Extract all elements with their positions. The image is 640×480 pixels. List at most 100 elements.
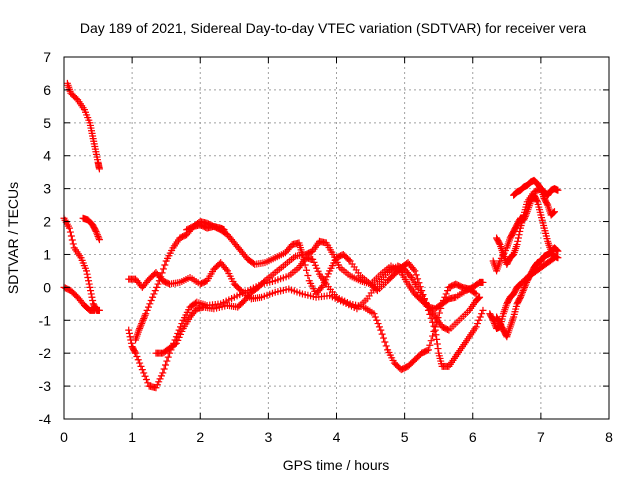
x-tick-label: 8 [605, 429, 613, 445]
data-point [519, 287, 527, 295]
data-point [516, 295, 524, 303]
data-point [382, 342, 390, 350]
data-point [550, 208, 558, 216]
data-point [515, 231, 523, 239]
data-point [377, 326, 385, 334]
data-point [409, 265, 417, 273]
data-point [152, 384, 160, 392]
data-point [433, 340, 441, 348]
data-point [432, 331, 440, 339]
data-point [444, 325, 452, 333]
data-point [95, 236, 103, 244]
data-point [141, 372, 149, 380]
y-tick-label: 6 [43, 82, 51, 98]
data-point [518, 290, 526, 298]
data-point [140, 369, 148, 377]
data-point [516, 293, 524, 301]
series-track-13 [510, 176, 562, 199]
data-point [345, 256, 353, 264]
data-point [474, 295, 482, 303]
y-tick-label: 3 [43, 181, 51, 197]
data-point [132, 349, 140, 357]
data-point [521, 282, 529, 290]
chart-title: Day 189 of 2021, Sidereal Day-to-day VTE… [80, 20, 586, 36]
data-point [94, 232, 102, 240]
data-point [426, 310, 434, 318]
data-point [418, 287, 426, 295]
data-point [553, 247, 561, 255]
data-point [84, 273, 92, 281]
data-point [144, 303, 152, 311]
data-point [89, 297, 97, 305]
data-point [520, 285, 528, 293]
series-track-8 [152, 237, 487, 370]
data-point [87, 290, 95, 298]
data-point [91, 306, 99, 314]
data-point [136, 325, 144, 332]
data-point [430, 322, 438, 330]
data-point [140, 315, 148, 323]
y-tick-labels: -4 -3 -2 -1 0 1 2 3 4 5 6 7 [39, 49, 52, 427]
data-point [146, 300, 154, 308]
y-tick-label: -4 [39, 411, 52, 427]
data-point [144, 379, 152, 387]
data-point [150, 290, 158, 298]
data-point [95, 234, 103, 242]
data-point [139, 316, 147, 324]
data-point [489, 316, 497, 324]
data-point [324, 270, 332, 278]
data-point [472, 323, 480, 331]
data-point [86, 283, 94, 291]
data-point [176, 330, 184, 338]
data-point [424, 306, 432, 314]
data-point [521, 213, 529, 221]
data-point [444, 287, 452, 295]
series-track-3 [60, 283, 99, 314]
data-point [422, 299, 430, 307]
data-point [149, 293, 157, 301]
data-point [88, 293, 96, 301]
data-point [322, 276, 330, 284]
data-point [135, 326, 143, 334]
data-point [442, 290, 450, 298]
data-point [131, 348, 139, 356]
data-point [423, 302, 431, 310]
data-point [370, 310, 378, 318]
data-point [138, 318, 146, 326]
data-point [472, 290, 480, 298]
data-point [159, 369, 167, 377]
data-point [93, 231, 101, 239]
data-point [420, 295, 428, 303]
data-point [155, 378, 163, 386]
y-tick-label: 7 [43, 49, 51, 65]
data-point [411, 267, 419, 275]
data-point [371, 313, 379, 321]
data-point [161, 261, 169, 269]
y-tick-label: 0 [43, 279, 51, 295]
data-point [137, 321, 145, 329]
data-point [125, 326, 133, 334]
data-point [551, 208, 558, 216]
data-point [427, 337, 435, 345]
data-point [520, 216, 528, 224]
y-tick-label: -2 [39, 345, 52, 361]
data-point [476, 293, 484, 301]
data-point [320, 279, 328, 287]
data-point [423, 347, 431, 355]
y-tick-label: 4 [43, 148, 51, 164]
data-point [140, 313, 148, 321]
data-point [478, 310, 486, 318]
data-point [426, 341, 434, 349]
data-point [513, 241, 521, 249]
data-point [67, 232, 75, 240]
data-point [434, 345, 442, 353]
data-point [125, 329, 133, 337]
data-point [479, 306, 487, 314]
data-point [475, 294, 483, 302]
data-point [311, 261, 319, 269]
data-point [174, 336, 182, 344]
data-point [151, 287, 159, 295]
data-point [471, 289, 479, 297]
data-point [309, 255, 317, 263]
data-point [159, 265, 167, 273]
